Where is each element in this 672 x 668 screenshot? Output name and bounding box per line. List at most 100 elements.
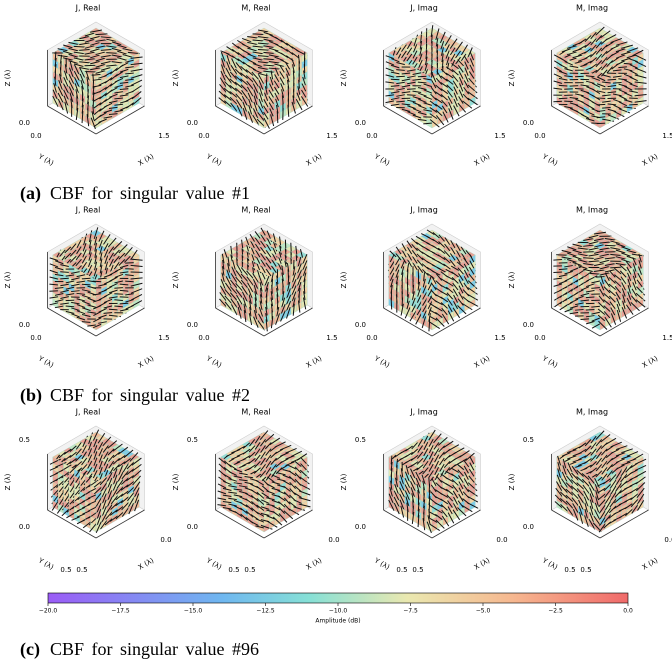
x-axis-label: X (λ) bbox=[641, 152, 660, 167]
current-arrow bbox=[98, 230, 105, 242]
current-arrow bbox=[230, 298, 239, 309]
current-arrow bbox=[131, 97, 142, 106]
current-arrow bbox=[122, 462, 130, 474]
z-tick-label: 0.0 bbox=[523, 321, 534, 329]
current-arrow bbox=[117, 471, 124, 483]
current-arrow bbox=[73, 70, 81, 83]
current-arrow bbox=[461, 302, 473, 311]
current-arrow bbox=[269, 437, 281, 446]
current-arrow bbox=[444, 35, 452, 46]
panel-title: J, Imag bbox=[409, 408, 438, 417]
current-arrow bbox=[457, 305, 467, 315]
current-arrow bbox=[90, 29, 102, 33]
caption: CBF for singular value #2 bbox=[50, 385, 250, 405]
current-arrow bbox=[88, 230, 93, 243]
current-arrow bbox=[287, 104, 290, 117]
current-arrow bbox=[296, 263, 302, 275]
current-arrow bbox=[247, 288, 254, 300]
caption-label: (a) bbox=[20, 183, 41, 204]
z-tick-label: 0.0 bbox=[187, 321, 198, 329]
current-arrow bbox=[399, 481, 406, 493]
current-arrow bbox=[449, 38, 458, 49]
colorbar-tick-label: −2.5 bbox=[548, 608, 563, 615]
current-arrow bbox=[247, 111, 254, 123]
current-arrow bbox=[556, 254, 569, 256]
current-arrow bbox=[263, 58, 276, 61]
current-arrow bbox=[101, 505, 107, 518]
axis-edge bbox=[95, 509, 145, 539]
current-arrow bbox=[631, 253, 644, 257]
current-arrow bbox=[286, 306, 291, 319]
current-arrow bbox=[415, 477, 422, 490]
current-arrow bbox=[566, 475, 575, 486]
current-arrow bbox=[467, 47, 473, 59]
current-arrow bbox=[63, 89, 70, 101]
current-arrow bbox=[107, 440, 118, 449]
current-arrow bbox=[241, 95, 249, 107]
current-arrow bbox=[132, 481, 141, 492]
y-axis-label: Y (λ) bbox=[36, 354, 55, 370]
current-arrow bbox=[86, 114, 90, 127]
current-arrow bbox=[420, 31, 423, 44]
current-arrow bbox=[236, 99, 244, 110]
current-arrow bbox=[268, 67, 281, 70]
current-arrow bbox=[583, 490, 590, 502]
current-arrow bbox=[589, 487, 595, 499]
axis-edge bbox=[383, 105, 433, 135]
current-arrow bbox=[225, 276, 233, 288]
z-axis-label: Z (λ) bbox=[172, 271, 180, 288]
axis-edge bbox=[215, 307, 265, 337]
axis-edge bbox=[215, 105, 265, 135]
current-arrow bbox=[79, 42, 92, 46]
current-arrow bbox=[263, 64, 276, 67]
panel-title: J, Real bbox=[75, 206, 101, 215]
current-arrow bbox=[279, 444, 292, 451]
colorbar-tick-label: −5.0 bbox=[476, 608, 491, 615]
current-arrow bbox=[101, 493, 107, 505]
current-arrow bbox=[604, 238, 617, 241]
current-arrow bbox=[588, 272, 601, 275]
current-arrow bbox=[635, 476, 646, 485]
current-arrow bbox=[439, 31, 446, 44]
current-arrow bbox=[593, 231, 607, 235]
current-arrow bbox=[246, 80, 255, 91]
current-arrow bbox=[131, 85, 142, 93]
current-arrow bbox=[220, 278, 227, 291]
current-arrow bbox=[95, 33, 108, 36]
current-arrow bbox=[593, 269, 607, 272]
y-tick-label: 0.0 bbox=[198, 132, 209, 140]
current-arrow bbox=[95, 496, 103, 508]
current-arrow bbox=[268, 61, 281, 64]
current-arrow bbox=[101, 487, 108, 499]
current-arrow bbox=[230, 279, 239, 290]
current-arrow bbox=[265, 319, 268, 332]
current-arrow bbox=[285, 300, 292, 313]
x-tick-label: 0.0 bbox=[160, 536, 171, 544]
y-axis-label: Y (λ) bbox=[540, 354, 559, 370]
current-arrow bbox=[637, 500, 645, 511]
caption-label: (b) bbox=[20, 385, 42, 406]
current-arrow bbox=[404, 477, 411, 490]
x-tick-label: 1.5 bbox=[494, 132, 505, 140]
x-tick-label: 0.0 bbox=[664, 536, 672, 544]
current-arrow bbox=[296, 275, 302, 288]
current-arrow bbox=[133, 487, 140, 499]
current-arrow bbox=[616, 310, 622, 322]
current-arrow bbox=[79, 67, 86, 79]
current-arrow bbox=[257, 36, 271, 39]
current-arrow bbox=[598, 503, 607, 514]
current-arrow bbox=[421, 316, 427, 329]
current-arrow bbox=[88, 479, 99, 488]
z-axis-label: Z (λ) bbox=[340, 473, 348, 490]
current-arrow bbox=[127, 496, 135, 508]
z-tick-label: 0.0 bbox=[187, 119, 198, 127]
current-arrow bbox=[111, 487, 119, 499]
current-arrow bbox=[79, 73, 86, 86]
axis-edge bbox=[431, 509, 481, 539]
current-arrow bbox=[252, 77, 260, 88]
